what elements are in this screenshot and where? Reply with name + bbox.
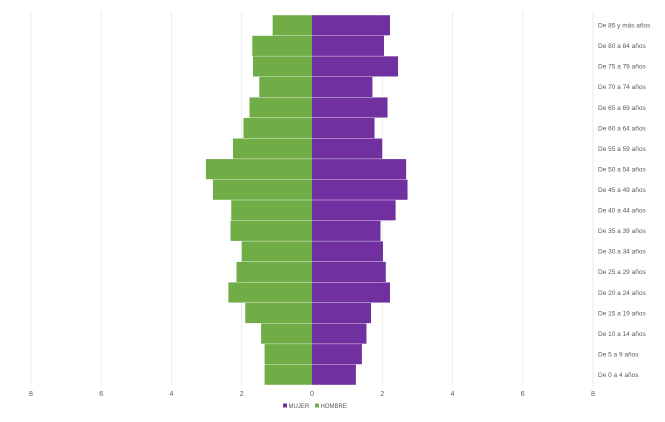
legend: MUJER HOMBRE	[283, 403, 347, 410]
age-label-4: De 20 a 24 años	[598, 290, 646, 297]
x-axis-tick-labels: 8 6 4 2 0 2 4 6 8	[29, 391, 595, 398]
x-tick-label-3: 2	[240, 391, 244, 398]
legend-swatch-0	[283, 403, 287, 408]
age-label-3: De 15 a 19 años	[598, 310, 646, 317]
age-label-13: De 65 a 69 años	[598, 105, 646, 112]
age-label-9: De 45 a 49 años	[598, 187, 646, 194]
bar-hombre-15	[252, 56, 312, 77]
bar-hombre-16	[252, 35, 312, 56]
bar-hombre-8	[231, 200, 312, 221]
bar-hombre-6	[241, 241, 312, 262]
age-label-17: De 85 y más años	[598, 23, 651, 30]
legend-label-1: HOMBRE	[321, 404, 347, 410]
bar-hombre-1	[264, 344, 312, 365]
bar-mujer-2	[312, 323, 367, 344]
bar-mujer-8	[312, 200, 396, 221]
age-label-7: De 35 a 39 años	[598, 228, 646, 235]
age-group-labels: De 0 a 4 años De 5 a 9 años De 10 a 14 año…	[598, 23, 651, 379]
bar-hombre-0	[264, 364, 312, 385]
bar-mujer-9	[312, 179, 408, 200]
age-label-1: De 5 a 9 años	[598, 351, 639, 358]
age-label-11: De 55 a 59 años	[598, 146, 646, 153]
age-label-0: De 0 a 4 años	[598, 372, 639, 379]
bar-mujer-7	[312, 220, 381, 241]
age-label-14: De 70 a 74 años	[598, 84, 646, 91]
bar-hombre-14	[259, 76, 312, 98]
x-tick-label-8: 8	[591, 391, 595, 398]
bar-mujer-0	[312, 364, 356, 385]
x-tick-label-7: 6	[521, 391, 525, 398]
bar-mujer-14	[312, 76, 373, 98]
bar-mujer-12	[312, 117, 375, 139]
bar-hombre-3	[245, 302, 312, 324]
x-tick-label-6: 4	[451, 391, 455, 398]
bar-mujer-10	[312, 159, 407, 180]
bar-mujer-1	[312, 344, 362, 365]
age-label-12: De 60 a 64 años	[598, 125, 646, 132]
bar-hombre-13	[249, 97, 312, 118]
bar-mujer-5	[312, 261, 386, 283]
bar-mujer-17	[312, 15, 390, 36]
age-label-15: De 75 a 79 años	[598, 64, 646, 71]
bar-hombre-10	[205, 159, 312, 180]
bar-mujer-6	[312, 241, 383, 262]
x-tick-label-4: 0	[310, 391, 314, 398]
age-label-10: De 50 a 54 años	[598, 166, 646, 173]
x-tick-label-2: 4	[170, 391, 174, 398]
bar-mujer-4	[312, 282, 390, 303]
bar-mujer-13	[312, 97, 388, 118]
bar-hombre-12	[243, 117, 312, 139]
bar-mujer-16	[312, 35, 385, 56]
legend-label-0: MUJER	[289, 404, 310, 410]
x-tick-label-0: 8	[29, 391, 33, 398]
x-tick-label-1: 6	[99, 391, 103, 398]
age-label-5: De 25 a 29 años	[598, 269, 646, 276]
bar-mujer-15	[312, 56, 399, 77]
age-label-8: De 40 a 44 años	[598, 208, 646, 215]
legend-swatch-1	[315, 403, 319, 408]
bar-mujer-3	[312, 302, 372, 324]
bar-hombre-7	[230, 220, 312, 241]
bar-hombre-9	[212, 179, 312, 200]
bar-hombre-5	[236, 261, 312, 283]
age-label-16: De 80 a 84 años	[598, 43, 646, 50]
age-label-6: De 30 a 34 años	[598, 249, 646, 256]
bar-hombre-2	[261, 323, 312, 344]
x-tick-label-5: 2	[380, 391, 384, 398]
bar-hombre-11	[232, 138, 312, 159]
bar-hombre-4	[228, 282, 312, 303]
age-label-2: De 10 a 14 años	[598, 331, 646, 338]
bar-hombre-17	[272, 15, 312, 36]
bar-mujer-11	[312, 138, 383, 159]
bars	[205, 15, 408, 385]
